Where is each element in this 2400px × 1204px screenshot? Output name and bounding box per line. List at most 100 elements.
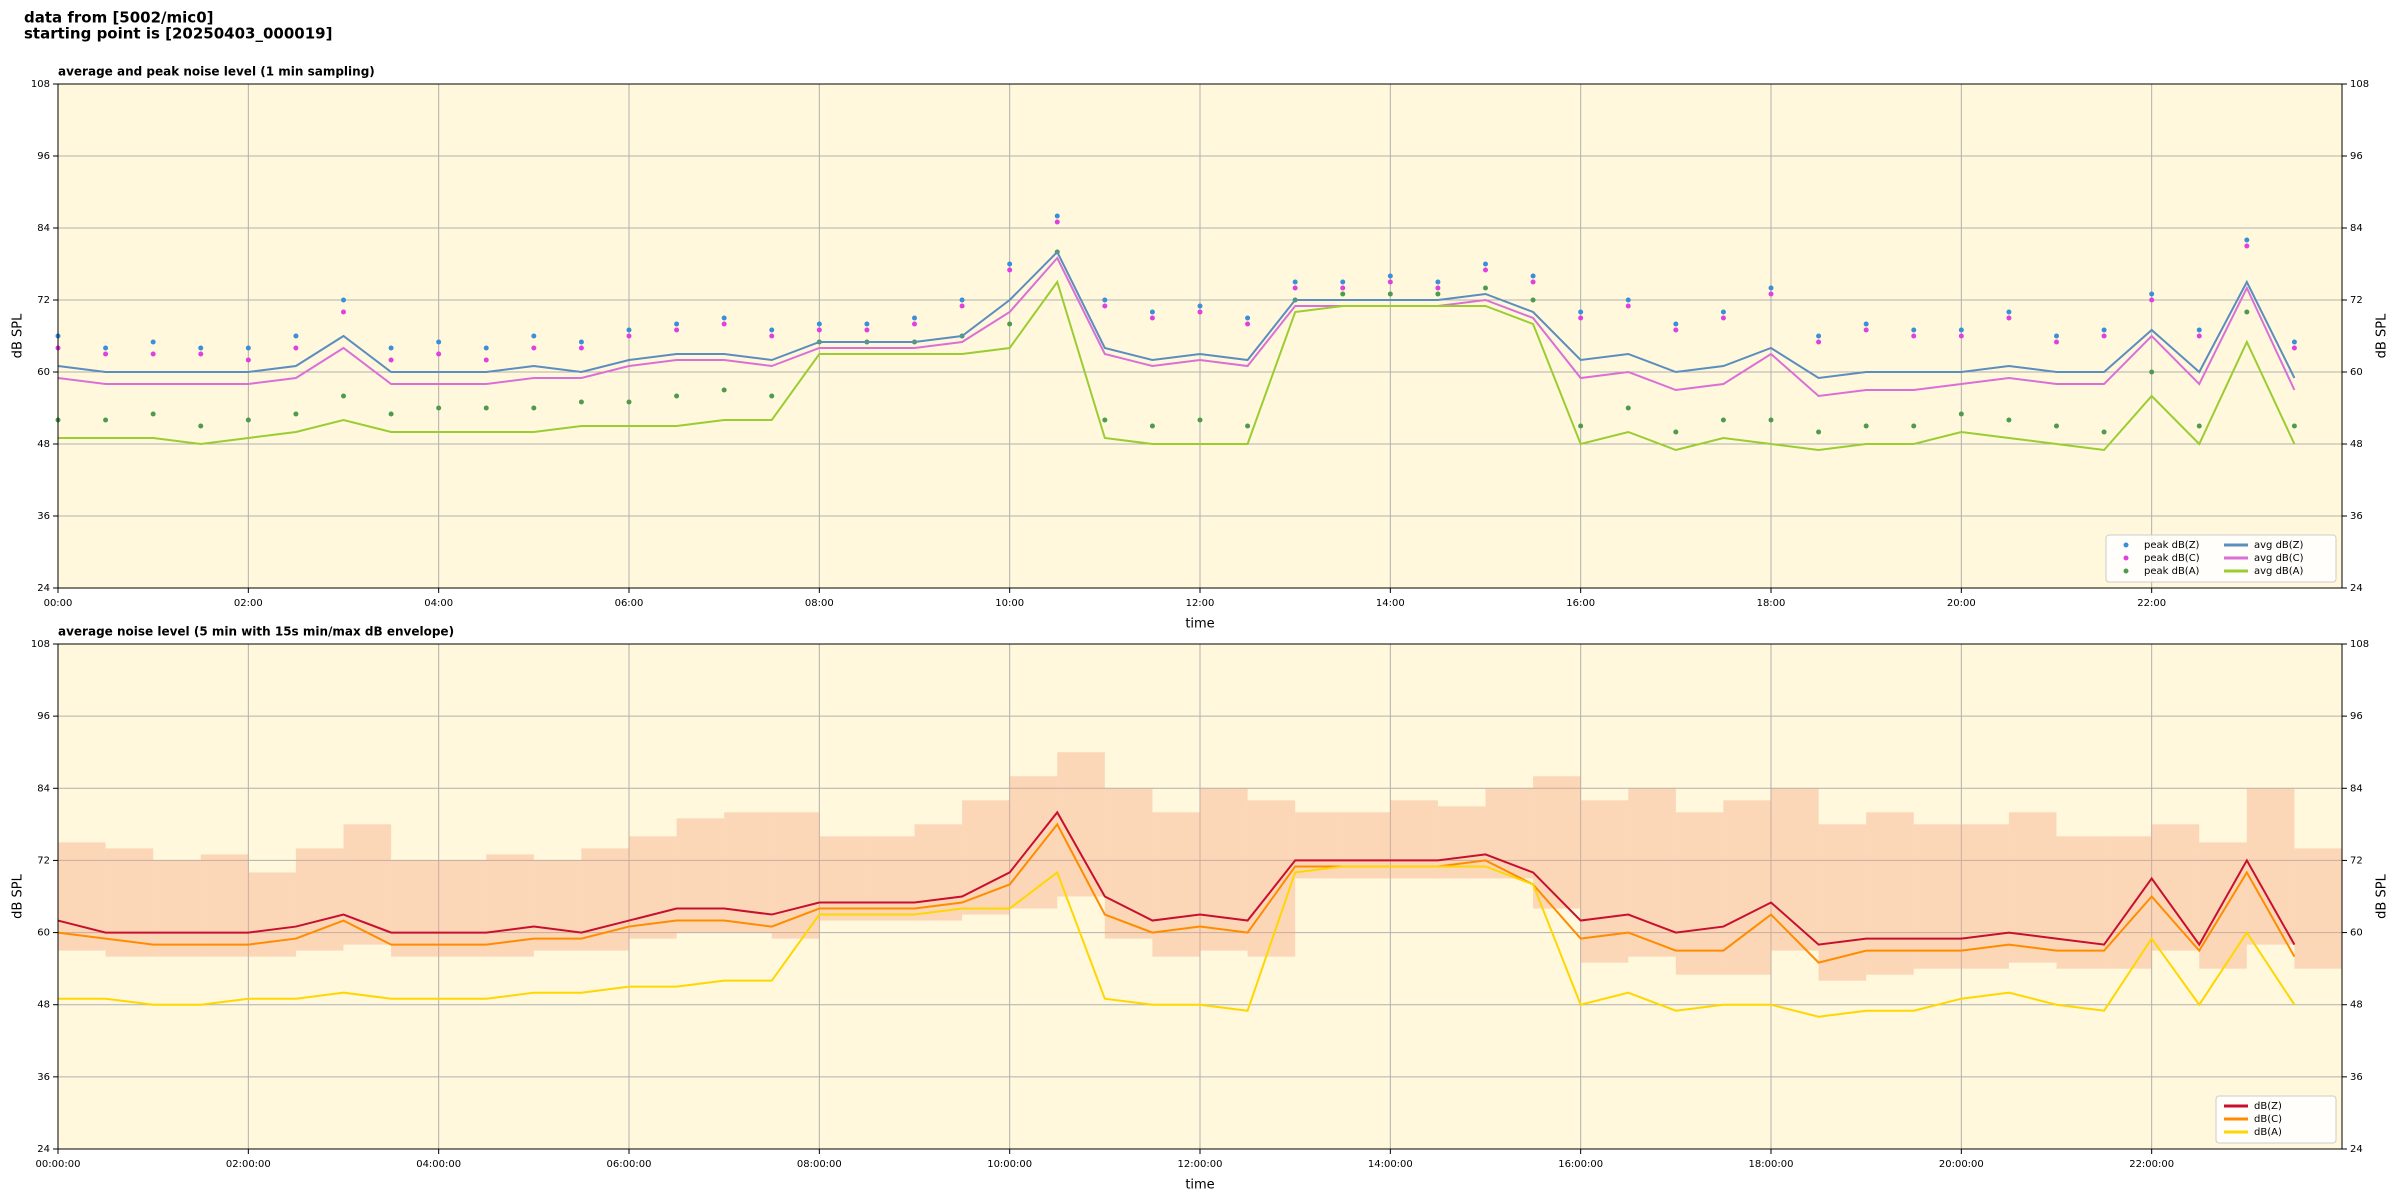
peak-point [674, 327, 680, 333]
peak-point [2291, 423, 2297, 429]
peak-point [1007, 261, 1013, 267]
peak-point [150, 339, 156, 345]
legend-label: peak dB(A) [2144, 566, 2200, 577]
peak-point [1340, 285, 1346, 291]
peak-point [2101, 429, 2107, 435]
peak-point [912, 321, 917, 327]
y2-tick-label: 72 [2350, 855, 2363, 866]
peak-point [2196, 333, 2202, 339]
peak-point [531, 405, 537, 411]
y-tick-label: 96 [37, 151, 50, 162]
y2-axis-label: dB SPL [2375, 873, 2390, 918]
peak-point [1720, 315, 1726, 321]
peak-point [1816, 429, 1822, 435]
peak-point [1816, 333, 1822, 339]
envelope-band [1152, 812, 1200, 957]
peak-point [769, 333, 775, 339]
peak-point [388, 411, 394, 417]
peak-point [198, 351, 204, 357]
series-line [57, 822, 2296, 964]
envelope-band [676, 818, 725, 933]
peak-point [1245, 315, 1251, 321]
peak-point [103, 345, 109, 351]
peak-point [531, 333, 537, 339]
y2-tick-label: 36 [2350, 1072, 2363, 1083]
peak-point [1197, 309, 1203, 315]
peak-point [1483, 267, 1488, 273]
legend-marker [2123, 568, 2129, 574]
peak-point [2291, 339, 2297, 345]
peak-point [245, 417, 251, 423]
peak-point [2006, 315, 2012, 321]
peak-point [769, 393, 775, 399]
x-tick-label: 00:00 [44, 598, 73, 609]
envelope-band [200, 854, 249, 957]
x-tick-label: 10:00:00 [987, 1159, 1032, 1170]
series-line [58, 865, 2296, 1018]
y-tick-label: 108 [31, 79, 50, 90]
peak-point [1530, 297, 1536, 303]
y-tick-label: 84 [37, 783, 50, 794]
peak-point [1102, 417, 1108, 423]
x-tick-label: 22:00 [2137, 598, 2166, 609]
peak-point [150, 351, 156, 357]
envelope-band [1723, 800, 1771, 975]
series-line [57, 256, 2296, 398]
header-source: data from [5002/mic0] [24, 9, 214, 27]
chart-title: average and peak noise level (1 min samp… [58, 65, 375, 79]
peak-point [1102, 303, 1108, 309]
x-tick-label: 08:00 [805, 598, 834, 609]
peak-point [1958, 333, 1964, 339]
x-tick-label: 04:00 [424, 598, 453, 609]
envelope-band [2008, 812, 2057, 963]
envelope-band [2294, 848, 2342, 969]
peak-point [2054, 339, 2059, 345]
envelope-band [1628, 788, 1676, 957]
y2-tick-label: 24 [2350, 583, 2363, 594]
peak-point [2196, 327, 2202, 333]
y-tick-label: 36 [37, 511, 50, 522]
peak-point [293, 345, 299, 351]
x-tick-label: 20:00:00 [1939, 1159, 1984, 1170]
envelope-band [1771, 788, 1819, 951]
legend-marker [2123, 542, 2129, 548]
y-axis-label: dB SPL [11, 873, 26, 918]
x-tick-label: 12:00 [1186, 598, 1215, 609]
y2-tick-label: 84 [2350, 223, 2363, 234]
x-tick-label: 02:00:00 [226, 1159, 271, 1170]
peak-point [1958, 327, 1964, 333]
peak-point [341, 309, 346, 315]
x-tick-label: 14:00 [1376, 598, 1405, 609]
peak-point [1149, 315, 1155, 321]
peak-point [721, 315, 727, 321]
y2-tick-label: 48 [2350, 1000, 2363, 1011]
x-axis-label: time [1185, 617, 1214, 632]
peak-point [1863, 321, 1869, 327]
peak-point [483, 357, 489, 363]
peak-point [1530, 279, 1536, 285]
x-tick-label: 02:00 [234, 598, 263, 609]
y-tick-label: 60 [37, 367, 50, 378]
y2-tick-label: 60 [2350, 367, 2363, 378]
peak-point [2291, 345, 2297, 351]
envelope-band [819, 836, 867, 921]
x-tick-label: 10:00 [995, 598, 1024, 609]
peak-point [816, 327, 822, 333]
y-tick-label: 108 [31, 639, 50, 650]
envelope-band [771, 812, 820, 939]
peak-point [1197, 303, 1203, 309]
peak-point [388, 357, 394, 363]
peak-point [1387, 291, 1393, 297]
y-tick-label: 36 [37, 1072, 50, 1083]
peak-point [578, 345, 584, 351]
peak-point [388, 345, 394, 351]
y-tick-label: 24 [37, 583, 50, 594]
y-tick-label: 72 [37, 855, 50, 866]
peak-point [1720, 417, 1726, 423]
peak-point [1054, 213, 1060, 219]
x-tick-label: 06:00 [615, 598, 644, 609]
x-tick-label: 22:00:00 [2129, 1159, 2174, 1170]
peak-point [103, 351, 109, 357]
peak-point [2149, 291, 2155, 297]
y2-axis-label: dB SPL [2375, 313, 2390, 358]
